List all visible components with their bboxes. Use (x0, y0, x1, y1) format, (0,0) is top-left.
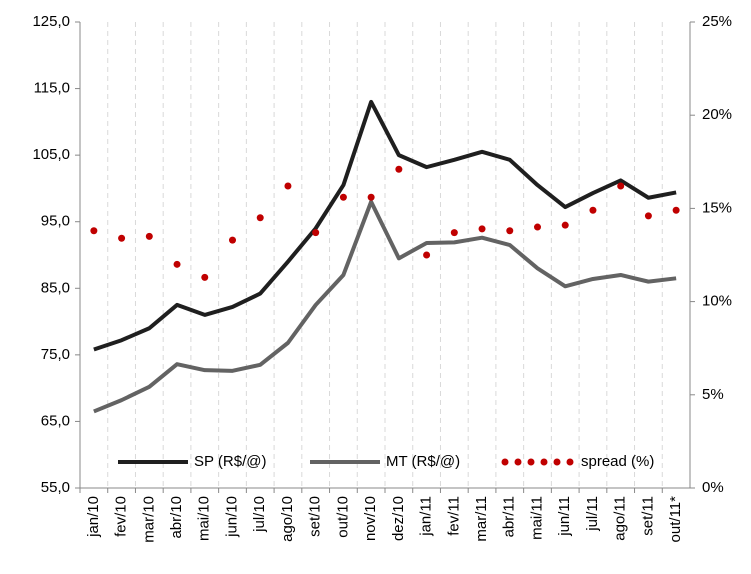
y-tick-label: 115,0 (34, 80, 70, 97)
x-tick-label: jun/10 (223, 496, 240, 538)
legend-label: MT (R$/@) (386, 453, 460, 470)
legend-dot (527, 458, 535, 466)
x-tick-label: jul/10 (251, 496, 268, 533)
spread-dot (395, 165, 403, 173)
spread-dot (256, 214, 264, 222)
x-tick-label: set/10 (307, 496, 324, 537)
spread-dot (561, 221, 569, 229)
x-tick-label: mar/10 (140, 496, 157, 543)
spread-dot (367, 193, 375, 201)
x-tick-label: jan/10 (85, 496, 102, 538)
x-tick-label: set/11 (639, 496, 656, 536)
y2-tick-label: 15% (702, 199, 732, 216)
x-tick-label: mai/10 (196, 496, 213, 541)
y-tick-label: 75,0 (41, 346, 70, 363)
spread-dot (339, 193, 347, 201)
legend-label: SP (R$/@) (194, 453, 266, 470)
spread-dot (644, 212, 652, 220)
x-tick-label: ago/10 (279, 496, 296, 542)
spread-dot (118, 234, 126, 242)
legend-dot (501, 458, 509, 466)
series-line (93, 99, 677, 352)
x-tick-label: jul/11 (584, 496, 601, 532)
y-tick-label: 55,0 (41, 479, 70, 496)
y2-tick-label: 25% (702, 13, 732, 30)
legend-dot (540, 458, 548, 466)
y-tick-label: 105,0 (32, 146, 70, 163)
spread-dot (534, 223, 541, 231)
spread-dot (589, 206, 597, 214)
spread-dot (450, 229, 458, 237)
spread-dot (478, 225, 486, 233)
y-tick-label: 65,0 (41, 412, 70, 429)
legend-label: spread (%) (581, 453, 654, 470)
spread-dot (90, 227, 98, 235)
x-tick-label: mar/11 (473, 496, 490, 542)
spread-dot (506, 227, 514, 235)
spread-dot (145, 232, 153, 240)
spread-dot (284, 182, 292, 190)
y2-tick-label: 0% (702, 479, 724, 496)
spread-dot (312, 229, 320, 237)
y2-tick-label: 10% (702, 293, 732, 310)
y-tick-label: 95,0 (41, 213, 70, 230)
spread-dot (229, 236, 236, 244)
legend-dot (514, 458, 522, 466)
x-tick-label: fev/10 (113, 496, 130, 537)
y2-tick-label: 5% (702, 386, 724, 403)
series-line (93, 199, 677, 414)
x-tick-label: ago/11 (612, 496, 629, 541)
spread-dot (423, 251, 431, 259)
x-tick-label: out/11* (667, 496, 684, 543)
y-tick-label: 125,0 (32, 13, 70, 30)
legend-dot (566, 458, 574, 466)
x-tick-label: mai/11 (528, 496, 545, 540)
spread-dot (617, 182, 625, 190)
x-tick-label: dez/10 (390, 496, 407, 541)
y2-tick-label: 20% (702, 106, 732, 123)
y-tick-label: 85,0 (41, 279, 70, 296)
spread-dot (201, 273, 209, 281)
spread-dot (173, 260, 181, 268)
x-tick-label: nov/10 (362, 496, 379, 541)
legend-dot (553, 458, 561, 466)
x-tick-label: fev/11 (445, 496, 462, 536)
x-tick-label: abr/11 (501, 496, 518, 537)
x-tick-label: jan/11 (418, 496, 435, 537)
x-tick-label: out/10 (334, 496, 351, 538)
spread-dot (672, 206, 680, 214)
x-tick-label: abr/10 (168, 496, 185, 539)
x-tick-label: jun/11 (556, 496, 573, 537)
